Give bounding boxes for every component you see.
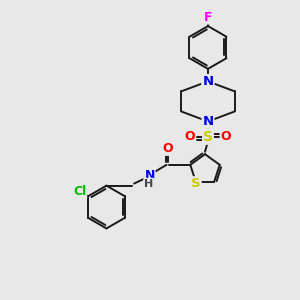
- Text: N: N: [202, 75, 214, 88]
- Text: N: N: [202, 115, 214, 128]
- Text: S: S: [191, 177, 201, 190]
- Text: O: O: [220, 130, 231, 143]
- Text: N: N: [202, 75, 214, 88]
- Text: S: S: [203, 130, 213, 144]
- Text: N: N: [144, 169, 155, 182]
- Text: Cl: Cl: [73, 185, 86, 198]
- Text: O: O: [163, 142, 173, 155]
- Text: O: O: [185, 130, 195, 143]
- Text: H: H: [144, 178, 154, 189]
- Text: F: F: [204, 11, 212, 24]
